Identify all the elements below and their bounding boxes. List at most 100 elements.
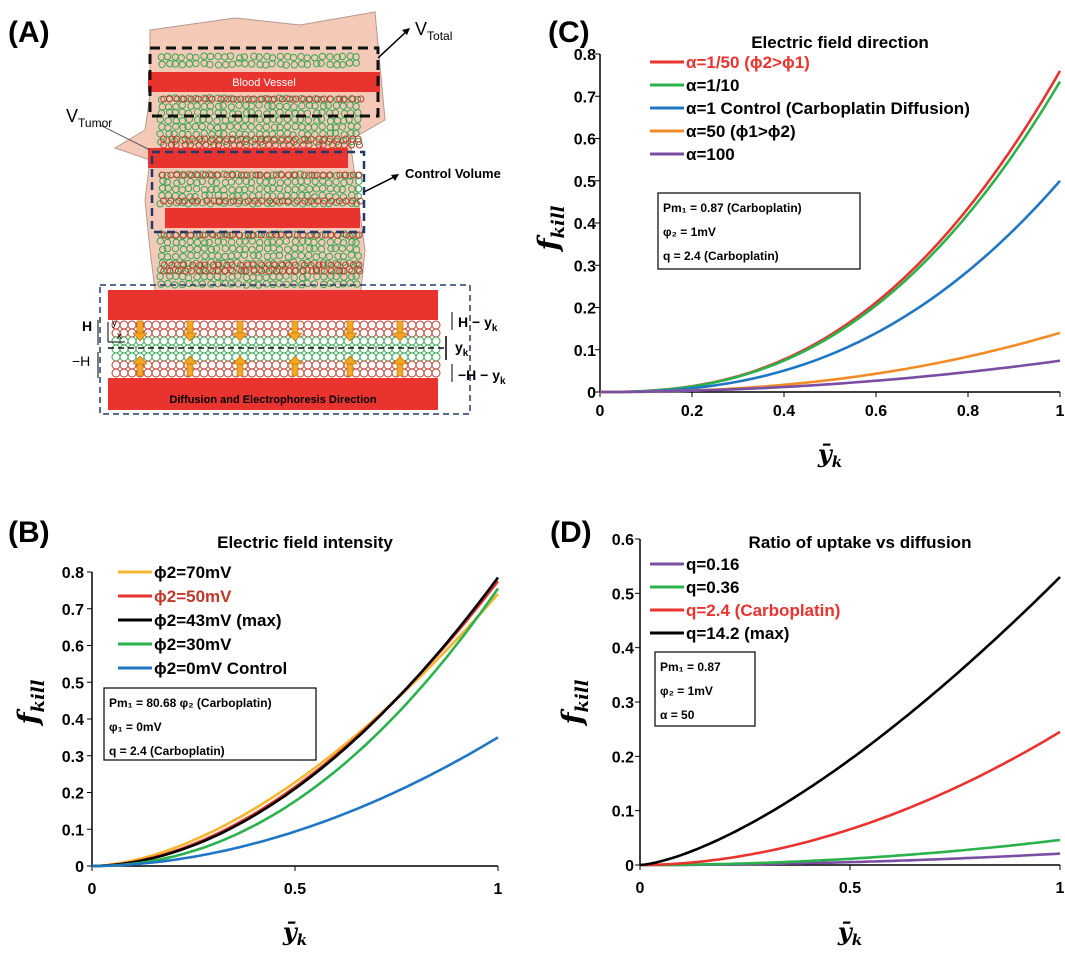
tumor-cell — [217, 95, 225, 103]
tumor-cell — [319, 102, 328, 110]
schematic-cell — [263, 368, 273, 378]
tumor-cell — [159, 197, 167, 205]
schematic-cell — [247, 320, 257, 330]
schematic-cell — [431, 360, 441, 370]
tumor-cell — [314, 197, 322, 205]
schematic-cell — [431, 344, 441, 354]
schematic-cell — [223, 352, 233, 362]
tumor-cell — [277, 231, 285, 239]
tumor-cell — [219, 123, 227, 131]
tumor-cell — [212, 245, 221, 253]
legend-label: α=100 — [686, 145, 735, 164]
schematic-cell — [263, 320, 273, 330]
tumor-cell — [282, 61, 290, 69]
schematic-cell — [223, 336, 233, 346]
tumor-cell — [297, 95, 306, 103]
schematic-cell — [215, 336, 225, 346]
tumor-cell — [348, 141, 356, 149]
tumor-cell — [286, 95, 294, 103]
schematic-cell — [247, 352, 257, 362]
tumor-cell — [332, 193, 340, 201]
schematic-cell — [191, 336, 201, 346]
tumor-cell — [213, 117, 221, 125]
schematic-cell — [319, 320, 329, 330]
tumor-cell — [354, 185, 363, 193]
schematic-cell — [127, 336, 137, 346]
tumor-cell — [283, 129, 292, 138]
schematic-cell — [279, 368, 289, 378]
tumor-cell — [326, 279, 335, 288]
tumor-cell — [188, 135, 196, 143]
schematic-cell — [375, 320, 385, 330]
tumor-cell — [324, 101, 332, 110]
tumor-cell — [179, 261, 187, 269]
tumor-cell — [198, 122, 206, 131]
tumor-cell — [269, 260, 278, 268]
tumor-cell — [191, 94, 200, 103]
series-line — [600, 359, 1061, 394]
tumor-cell — [290, 61, 299, 69]
tumor-cell — [304, 116, 312, 125]
y-tick-label: 0.2 — [612, 749, 634, 766]
tumor-cell — [258, 197, 266, 205]
schematic-cell — [375, 344, 385, 354]
tumor-cell — [291, 115, 299, 123]
schematic-cell — [215, 368, 225, 378]
schematic-cell — [383, 360, 393, 370]
tumor-cell — [179, 252, 187, 261]
schematic-cell — [383, 320, 393, 330]
schematic-cell — [159, 344, 169, 354]
parameter-text: φ₁ = 0mV — [109, 720, 162, 734]
schematic-cell — [375, 360, 385, 370]
y-tick-label: 0 — [625, 858, 634, 875]
parameter-text: Pm₁ = 0.87 — [660, 660, 721, 674]
tumor-cell — [201, 239, 209, 247]
tumor-cell — [311, 177, 319, 186]
tumor-cell — [186, 193, 194, 201]
tumor-cell — [237, 95, 245, 103]
tumor-cell — [325, 252, 334, 261]
tumor-cell — [173, 95, 181, 103]
direction-label: Diffusion and Electrophoresis Direction — [169, 394, 376, 406]
schematic-cell — [207, 336, 217, 346]
schematic-cell — [367, 352, 377, 362]
schematic-cell — [175, 360, 185, 370]
blood-vessel-top — [148, 72, 380, 92]
tumor-cell — [301, 197, 309, 205]
total-volume-box — [148, 46, 380, 118]
tumor-cell — [243, 171, 251, 179]
schematic-cell — [391, 344, 401, 354]
x-tick-label: 1 — [1056, 403, 1065, 420]
tumor-cell — [332, 272, 340, 281]
schematic-cell — [247, 344, 257, 354]
schematic-cell — [143, 344, 153, 354]
schematic-cell — [199, 344, 209, 354]
diffusion-arrow-down-shaft — [136, 320, 144, 334]
tumor-cell — [305, 244, 314, 253]
schematic-cell — [335, 344, 345, 354]
x-tick-label: 0 — [636, 880, 645, 897]
schematic-cell — [231, 344, 241, 354]
tumor-cell — [250, 267, 258, 275]
tumor-cell — [275, 238, 284, 246]
control-volume-label: Control Volume — [405, 166, 501, 181]
tumor-cell — [353, 280, 361, 288]
tumor-cell — [284, 245, 292, 254]
schematic-cell — [207, 352, 217, 362]
tumor-cell — [257, 138, 265, 146]
series-line — [91, 593, 499, 868]
schematic-cell — [415, 368, 425, 378]
tumor-cell — [156, 237, 165, 245]
tumor-cell — [198, 231, 207, 239]
tumor-cell — [249, 280, 258, 288]
schematic-cell — [167, 368, 177, 378]
yk-label: yk — [455, 339, 469, 359]
tumor-cell — [338, 199, 347, 207]
tumor-cell — [282, 237, 291, 245]
tumor-cell — [312, 59, 321, 68]
schematic-cell — [303, 368, 313, 378]
panel-a-label: (A) — [8, 16, 50, 49]
schematic-cell — [303, 328, 313, 338]
legend-label: ϕ2=43mV (max) — [154, 611, 282, 630]
schematic-cell — [375, 352, 385, 362]
